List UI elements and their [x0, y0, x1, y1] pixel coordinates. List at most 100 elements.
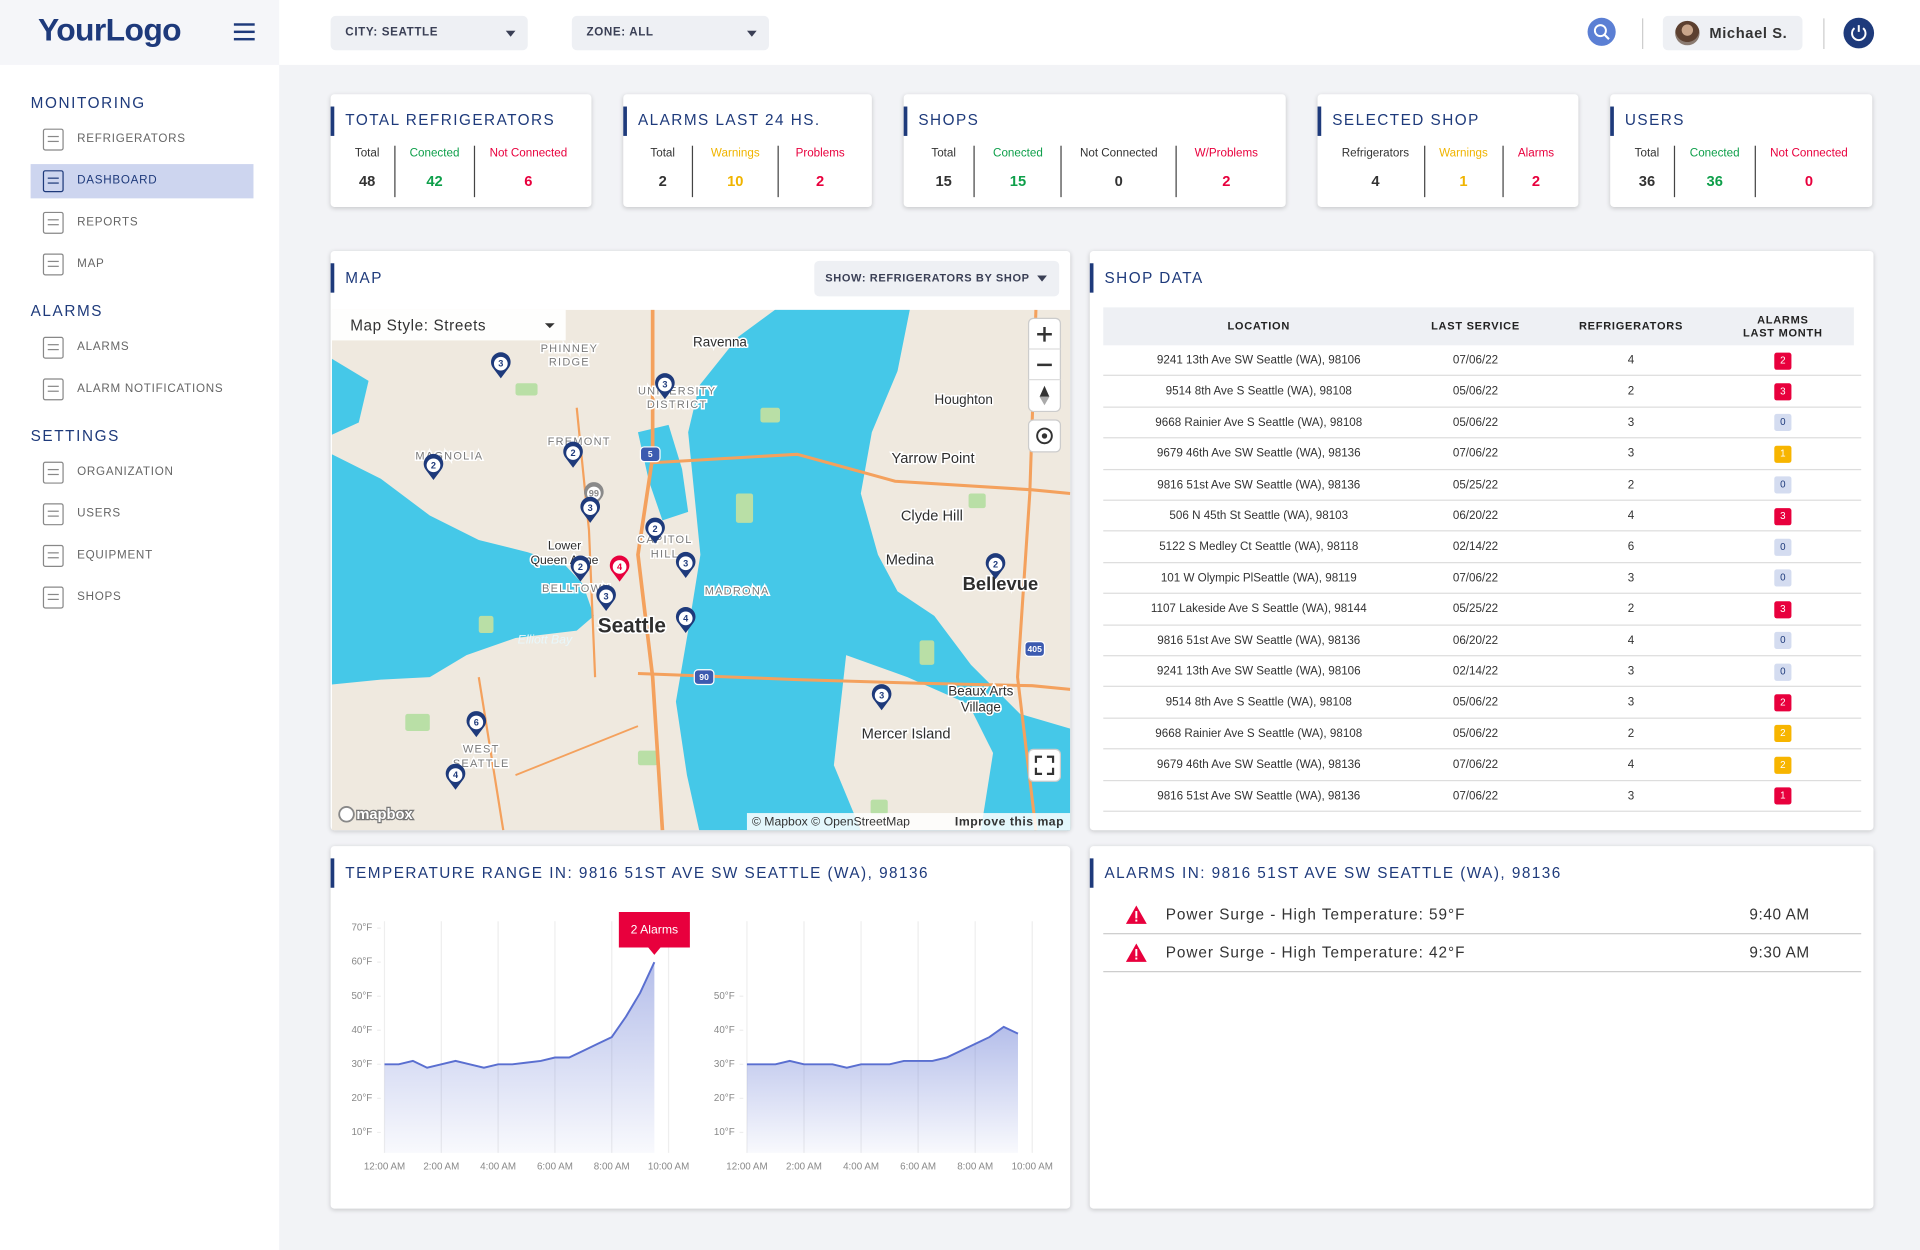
map-pin[interactable]: 3 — [675, 551, 696, 578]
map-style-dropdown[interactable]: Map Style: Streets — [331, 309, 566, 341]
nav-item[interactable]: REFRIGERATORS — [31, 122, 254, 156]
nav-label: EQUIPMENT — [77, 548, 153, 563]
stat: Not Connected 6 — [473, 145, 582, 198]
fullscreen-control[interactable] — [1027, 748, 1062, 782]
pin-center — [648, 522, 662, 536]
map-label: Elliott Bay — [518, 633, 573, 647]
map-pin[interactable]: 2 — [645, 517, 665, 544]
nav-item[interactable]: EQUIPMENT — [31, 539, 254, 573]
map-pin[interactable]: 2 — [985, 553, 1006, 580]
pin-center — [573, 560, 588, 574]
topbar: CITY: SEATTLE ZONE: ALL Michael S. — [279, 0, 1920, 65]
section-title: SETTINGS — [30, 427, 120, 445]
table-row[interactable]: 9816 51st Ave SW Seattle (WA), 98136 06/2… — [1103, 625, 1862, 657]
row-separator — [1103, 933, 1862, 935]
panel: SHOP DATA LOCATION LAST SERVICE REFRIGERATO… — [1089, 251, 1874, 831]
table-row[interactable]: 5122 S Medley Ct Seattle (WA), 98118 02/1… — [1103, 532, 1862, 563]
map-pin[interactable]: 3 — [491, 352, 511, 379]
map-pin[interactable]: 3 — [580, 496, 601, 523]
map-label: BELLTOWN — [542, 583, 611, 595]
title-accent — [330, 858, 335, 888]
nav-item[interactable]: ORGANIZATION — [31, 456, 254, 490]
park — [870, 799, 888, 815]
locate-control[interactable] — [1027, 419, 1062, 453]
alarm-icon — [1125, 943, 1147, 962]
nav-item[interactable]: ALARMS — [31, 331, 254, 365]
table-row[interactable]: 9514 8th Ave S Seattle (WA), 98108 05/06/… — [1103, 687, 1862, 719]
nav-icon-line — [47, 557, 59, 559]
stat-card: SHOPS Total 15 Conected 15 Not Connected 0 W/Pr… — [903, 94, 1286, 207]
nav-item[interactable]: USERS — [31, 497, 254, 531]
nav-icon-line — [47, 224, 59, 226]
stat: Total 2 — [633, 146, 692, 197]
nav-item[interactable]: DASHBOARD — [30, 164, 254, 199]
title-accent — [1089, 263, 1094, 293]
stat-value: 48 — [358, 172, 376, 190]
table-row[interactable]: 9241 13th Ave SW Seattle (WA), 98106 07/0… — [1103, 345, 1862, 377]
table-cell: 4 — [1627, 353, 1635, 368]
table-row[interactable]: 9679 46th Ave SW Seattle (WA), 98136 07/0… — [1103, 750, 1862, 781]
compass-icon — [1039, 385, 1050, 397]
stat-value: 6 — [524, 172, 533, 190]
table-row[interactable]: 9668 Rainier Ave S Seattle (WA), 98108 05… — [1103, 408, 1862, 439]
alarm-badge: 0 — [1774, 663, 1792, 681]
map-pin[interactable]: 3 — [871, 684, 892, 711]
menu-line — [233, 37, 255, 41]
stat-label: Total — [931, 146, 956, 161]
improve-map[interactable]: Improve this map — [955, 814, 1064, 828]
user-menu[interactable]: Michael S. — [1662, 15, 1803, 51]
table-cell: 3 — [1627, 664, 1635, 679]
table-row[interactable]: 506 N 45th St Seattle (WA), 98103 06/20/2… — [1103, 501, 1862, 532]
map-label: Village — [961, 699, 1001, 714]
nav-icon — [42, 586, 64, 609]
table-row[interactable]: 9241 13th Ave SW Seattle (WA), 98106 02/1… — [1103, 656, 1862, 688]
map-pin[interactable]: 3 — [655, 373, 675, 400]
y-tick-label: 30°F — [714, 1059, 735, 1070]
map-pin[interactable]: 4 — [675, 606, 696, 634]
map-pin[interactable]: 2 — [423, 453, 444, 481]
table-row[interactable]: 9816 51st Ave SW Seattle (WA), 98136 05/2… — [1103, 470, 1862, 501]
map-pin[interactable]: 4 — [609, 555, 630, 582]
park — [478, 615, 494, 634]
area-fill — [746, 1026, 1018, 1153]
nav-item[interactable]: ALARM NOTIFICATIONS — [31, 372, 254, 406]
nav-icon-line — [47, 177, 59, 179]
filter-dropdown[interactable]: ZONE: ALL — [571, 15, 769, 51]
stat: Conected 36 — [1673, 145, 1754, 198]
table-cell: 05/06/22 — [1452, 695, 1499, 710]
map-pin[interactable]: 2 — [570, 555, 591, 582]
y-tick-label: 10°F — [714, 1127, 735, 1138]
nav-label: ALARM NOTIFICATIONS — [77, 382, 224, 396]
zoom-control[interactable] — [1027, 317, 1062, 413]
nav-item[interactable]: REPORTS — [31, 206, 254, 240]
table-cell: 05/06/22 — [1452, 384, 1499, 399]
search-button[interactable] — [1587, 17, 1616, 46]
search-bg — [1587, 17, 1616, 46]
table-row[interactable]: 9679 46th Ave SW Seattle (WA), 98136 07/0… — [1103, 439, 1862, 470]
menu-button[interactable] — [233, 22, 257, 42]
table-cell: 05/06/22 — [1452, 416, 1499, 430]
alarm-icon — [1125, 905, 1147, 924]
table-row[interactable]: 1107 Lakeside Ave S Seattle (WA), 98144 0… — [1103, 594, 1862, 626]
table-row[interactable]: 9514 8th Ave S Seattle (WA), 98108 05/06/… — [1103, 376, 1862, 408]
nav-icon — [42, 211, 64, 234]
stat: Problems 2 — [776, 145, 862, 198]
nav-item[interactable]: SHOPS — [31, 580, 254, 614]
filter-dropdown[interactable]: CITY: SEATTLE — [330, 15, 528, 51]
map-pin[interactable]: 6 — [466, 711, 487, 738]
table-cell: 9816 51st Ave SW Seattle (WA), 98136 — [1157, 633, 1361, 648]
map-filter[interactable]: SHOW: REFRIGERATORS BY SHOP — [814, 260, 1060, 297]
table-row[interactable]: 9668 Rainier Ave S Seattle (WA), 98108 05… — [1103, 719, 1862, 750]
power-button[interactable] — [1843, 17, 1875, 49]
map-pin[interactable]: 3 — [596, 584, 616, 612]
x-tick-label: 2:00 AM — [786, 1162, 822, 1173]
map-pin[interactable]: 2 — [563, 441, 583, 468]
nav-item[interactable]: MAP — [31, 247, 254, 281]
map-pin[interactable]: 4 — [445, 763, 466, 790]
table-row[interactable]: 101 W Olympic PlSeattle (WA), 98119 07/06… — [1103, 563, 1862, 595]
table-row[interactable]: 9816 51st Ave SW Seattle (WA), 98136 07/0… — [1103, 781, 1862, 812]
caret — [746, 30, 757, 37]
